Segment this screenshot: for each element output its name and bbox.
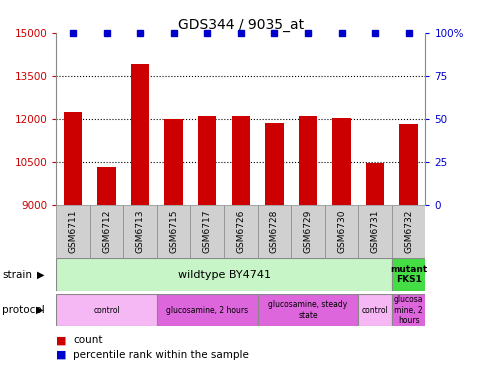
Bar <box>257 205 290 258</box>
Text: GSM6712: GSM6712 <box>102 209 111 253</box>
Text: ▶: ▶ <box>36 305 43 315</box>
Bar <box>56 294 157 326</box>
Text: glucosamine, 2 hours: glucosamine, 2 hours <box>166 306 248 314</box>
Text: percentile rank within the sample: percentile rank within the sample <box>73 350 249 360</box>
Bar <box>231 116 249 205</box>
Bar <box>358 205 391 258</box>
Bar <box>190 205 224 258</box>
Text: GSM6730: GSM6730 <box>336 209 346 253</box>
Bar <box>332 117 350 205</box>
Bar <box>90 205 123 258</box>
Text: mutant
FKS1: mutant FKS1 <box>389 265 427 284</box>
Bar <box>97 167 116 205</box>
Bar <box>157 294 257 326</box>
Text: GSM6732: GSM6732 <box>403 209 412 253</box>
Bar <box>131 64 149 205</box>
Text: control: control <box>93 306 120 314</box>
Bar <box>198 116 216 205</box>
Bar <box>56 205 90 258</box>
Bar <box>257 294 358 326</box>
Bar <box>324 205 358 258</box>
Bar <box>264 123 283 205</box>
Bar <box>164 119 183 205</box>
Text: ■: ■ <box>56 350 66 360</box>
Bar <box>224 205 257 258</box>
Text: GSM6726: GSM6726 <box>236 209 245 253</box>
Text: control: control <box>361 306 387 314</box>
Bar <box>290 205 324 258</box>
Text: strain: strain <box>2 269 32 280</box>
Text: GSM6729: GSM6729 <box>303 209 312 253</box>
Text: glucosa
mine, 2
hours: glucosa mine, 2 hours <box>393 295 423 325</box>
Bar <box>391 258 425 291</box>
Text: GSM6731: GSM6731 <box>370 209 379 253</box>
Bar <box>123 205 157 258</box>
Text: ■: ■ <box>56 335 66 346</box>
Bar <box>391 294 425 326</box>
Text: GSM6728: GSM6728 <box>269 209 278 253</box>
Text: ▶: ▶ <box>37 269 44 280</box>
Bar <box>63 112 82 205</box>
Text: count: count <box>73 335 102 346</box>
Text: GSM6713: GSM6713 <box>135 209 144 253</box>
Text: GSM6715: GSM6715 <box>169 209 178 253</box>
Text: GSM6711: GSM6711 <box>68 209 78 253</box>
Text: protocol: protocol <box>2 305 45 315</box>
Bar <box>157 205 190 258</box>
Bar <box>399 124 417 205</box>
Title: GDS344 / 9035_at: GDS344 / 9035_at <box>178 18 303 32</box>
Bar <box>365 163 384 205</box>
Text: wildtype BY4741: wildtype BY4741 <box>177 269 270 280</box>
Text: GSM6717: GSM6717 <box>203 209 211 253</box>
Text: glucosamine, steady
state: glucosamine, steady state <box>268 300 347 320</box>
Bar <box>298 116 317 205</box>
Bar <box>358 294 391 326</box>
Bar <box>391 205 425 258</box>
